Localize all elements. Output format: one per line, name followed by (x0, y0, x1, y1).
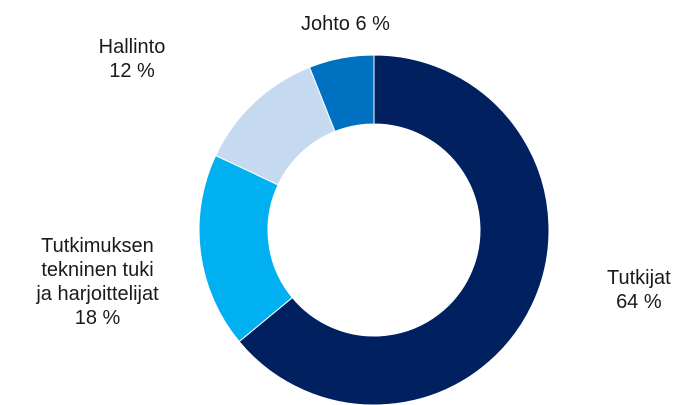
tekninen-tuki-value: 18 % (74, 307, 121, 329)
hallinto-name: Hallinto (98, 36, 166, 58)
slice-label-johto: Johto 6 % (301, 12, 390, 36)
hallinto-value: 12 % (109, 60, 155, 82)
tutkijat-name: Tutkijat (607, 267, 671, 289)
johto-value: 6 % (355, 13, 390, 35)
tekninen-tuki-line-1: Tutkimuksen (41, 235, 154, 257)
donut-slice-3 (308, 54, 375, 133)
slice-label-hallinto: Hallinto 12 % (82, 35, 182, 83)
slice-label-tutkijat: Tutkijat 64 % (607, 266, 671, 314)
donut-slice-0 (238, 54, 550, 405)
tekninen-tuki-line-3: ja harjoittelijat (36, 283, 159, 305)
slice-label-tekninen-tuki: Tutkimuksen tekninen tuki ja harjoitteli… (5, 234, 190, 330)
johto-name: Johto (301, 13, 356, 35)
tekninen-tuki-line-2: tekninen tuki (41, 259, 154, 281)
tutkijat-value: 64 % (616, 291, 662, 313)
